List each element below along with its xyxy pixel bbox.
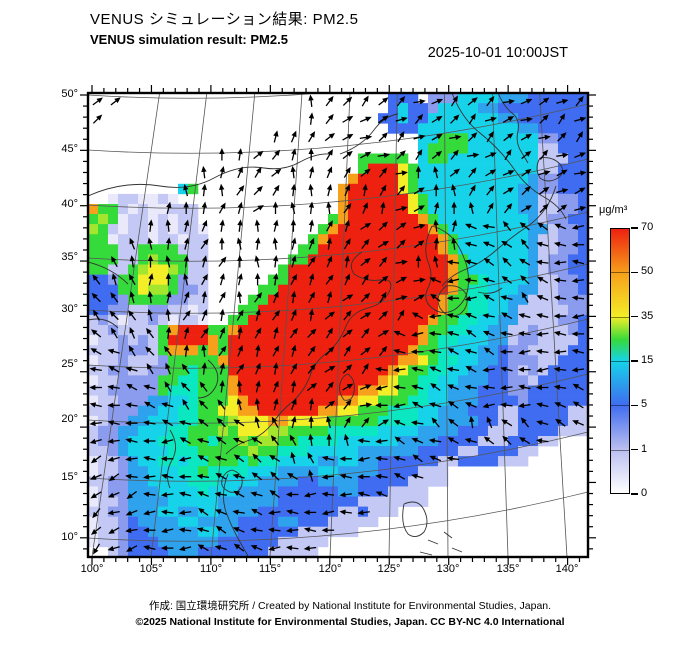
colorbar-tick-label: 1 [641,442,648,455]
lon-label: 115° [259,563,281,575]
colorbar-tick [631,360,638,362]
colorbar [610,228,630,494]
colorbar-level-line [611,272,629,274]
colorbar-tick [631,404,638,407]
page-title-english: VENUS simulation result: PM2.5 [90,32,288,47]
colorbar-tick [631,493,638,495]
lat-label: 35° [61,251,78,263]
simulation-timestamp: 2025-10-01 10:00JST [427,45,568,61]
lat-label: 25° [61,358,78,370]
colorbar-unit-label: μg/m³ [599,204,628,216]
lon-label: 100° [80,563,104,575]
colorbar-tick [631,271,638,274]
colorbar-level-line [611,449,629,451]
lat-label: 15° [61,471,78,483]
colorbar-level-line [611,316,629,318]
lat-label: 20° [61,413,78,425]
lon-label: 105° [139,563,163,575]
colorbar-tick [631,227,638,229]
lon-label: 125° [377,563,401,575]
lat-label: 30° [61,303,78,315]
lon-label: 110° [200,563,222,575]
lat-label: 40° [61,198,78,210]
lat-label: 45° [61,143,78,155]
lon-label: 135° [496,563,520,575]
colorbar-tick [631,315,638,318]
colorbar-level-line [611,361,629,362]
lon-label: 120° [318,563,342,575]
credit-line: 作成: 国立環境研究所 / Created by National Instit… [148,600,552,612]
lat-label: 10° [61,531,78,543]
lon-label: 130° [436,563,460,575]
page-title-japanese: VENUS シミュレーション結果: PM2.5 [90,11,359,28]
colorbar-level-line [611,405,629,407]
lon-label: 140° [555,563,579,575]
colorbar-tick-label: 50 [641,265,654,278]
colorbar-tick-label: 70 [641,221,654,233]
license-line: ©2025 National Institute for Environment… [135,616,565,628]
colorbar-tick-label: 5 [641,398,648,411]
colorbar-tick [631,448,638,451]
colorbar-tick-label: 35 [641,309,654,322]
colorbar-tick-label: 15 [641,354,654,366]
footer: 作成: 国立環境研究所 / Created by National Instit… [18,598,682,628]
colorbar-tick-label: 0 [641,487,648,499]
lat-label: 50° [61,88,78,100]
